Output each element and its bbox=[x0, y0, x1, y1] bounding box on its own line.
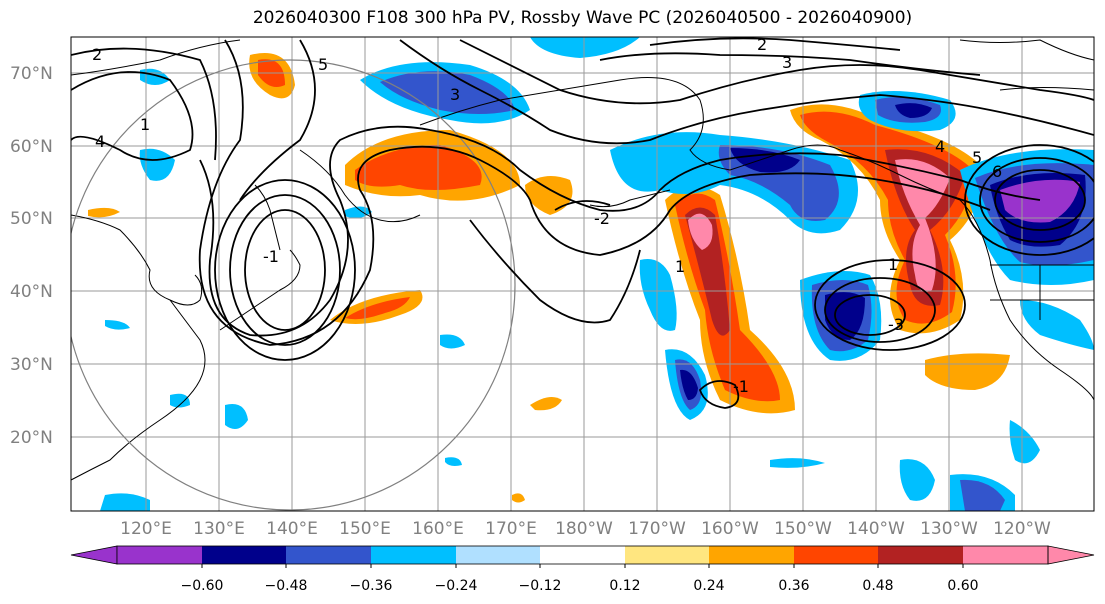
colorbar-swatch bbox=[878, 546, 963, 564]
contour-label: 5 bbox=[972, 148, 982, 167]
lon-label: 170°E bbox=[485, 519, 537, 539]
lon-label: 140°W bbox=[847, 519, 905, 539]
contour-label: 1 bbox=[140, 115, 150, 134]
contour-label: 6 bbox=[992, 162, 1002, 181]
contour-labels: 2 3 4 5 1 -1 2 3 4 5 6 1 -3 1 -1 -2 bbox=[92, 35, 1002, 396]
contour-label: 2 bbox=[92, 45, 102, 64]
lat-label: 40°N bbox=[10, 282, 53, 302]
colorbar-tick-label: −0.48 bbox=[265, 578, 308, 594]
lon-label: 160°E bbox=[412, 519, 464, 539]
lat-label: 50°N bbox=[10, 209, 53, 229]
colorbar-swatch bbox=[963, 546, 1048, 564]
map-frame bbox=[70, 36, 1095, 512]
contour-label: 3 bbox=[450, 85, 460, 104]
contour-label: 1 bbox=[888, 255, 898, 274]
contour-label: -3 bbox=[888, 315, 904, 334]
lat-label: 70°N bbox=[10, 64, 53, 84]
colorbar-swatch bbox=[625, 546, 709, 564]
colorbar-swatch bbox=[202, 546, 286, 564]
contour-label: 5 bbox=[318, 55, 328, 74]
colorbar-frame bbox=[116, 545, 1049, 565]
colorbar-swatch bbox=[709, 546, 794, 564]
colorbar-labels: −0.60 −0.48 −0.36 −0.24 −0.12 0.12 0.24 … bbox=[181, 578, 979, 594]
lon-label: 130°W bbox=[920, 519, 978, 539]
colorbar-extend-low bbox=[70, 545, 118, 565]
colorbar-tick-label: −0.12 bbox=[519, 578, 562, 594]
longitude-labels: 120°E 130°E 140°E 150°E 160°E 170°E 180°… bbox=[120, 519, 1051, 539]
contour-label: -2 bbox=[594, 209, 610, 228]
colorbar-swatch bbox=[286, 546, 371, 564]
colorbar-tick-label: −0.60 bbox=[181, 578, 224, 594]
lon-label: 140°E bbox=[266, 519, 318, 539]
lon-label: 120°E bbox=[120, 519, 172, 539]
contour-label: 1 bbox=[675, 257, 685, 276]
colorbar-tick-label: 0.48 bbox=[862, 578, 893, 594]
colorbar-swatch bbox=[540, 546, 625, 564]
lat-label: 20°N bbox=[10, 428, 53, 448]
lon-label: 170°W bbox=[628, 519, 686, 539]
lon-label: 180°W bbox=[555, 519, 613, 539]
colorbar-tick-label: 0.60 bbox=[947, 578, 978, 594]
colorbar-swatch bbox=[371, 546, 456, 564]
reference-circle bbox=[71, 59, 516, 511]
colorbar bbox=[70, 545, 1095, 568]
pv-contours bbox=[71, 37, 1094, 409]
contour-label: 4 bbox=[95, 132, 105, 151]
latitude-labels: 70°N 60°N 50°N 40°N 30°N 20°N bbox=[10, 64, 53, 448]
lon-label: 160°W bbox=[701, 519, 759, 539]
colorbar-tick-label: −0.24 bbox=[435, 578, 478, 594]
colorbar-tick-label: 0.36 bbox=[778, 578, 809, 594]
lat-label: 60°N bbox=[10, 137, 53, 157]
map-title: 2026040300 F108 300 hPa PV, Rossby Wave … bbox=[252, 8, 913, 28]
colorbar-tick-label: −0.36 bbox=[350, 578, 393, 594]
colorbar-swatch bbox=[117, 546, 202, 564]
pv-anomaly-positive bbox=[88, 53, 1010, 503]
lon-label: 150°E bbox=[339, 519, 391, 539]
colorbar-tick-label: 0.12 bbox=[609, 578, 640, 594]
lon-label: 150°W bbox=[774, 519, 832, 539]
contour-label: 3 bbox=[782, 53, 792, 72]
lon-label: 120°W bbox=[993, 519, 1051, 539]
colorbar-swatch bbox=[456, 546, 540, 564]
lat-label: 30°N bbox=[10, 355, 53, 375]
contour-label: -1 bbox=[733, 377, 749, 396]
colorbar-swatch bbox=[794, 546, 878, 564]
lon-label: 130°E bbox=[193, 519, 245, 539]
contour-label: 2 bbox=[757, 35, 767, 54]
graticule bbox=[71, 37, 1094, 511]
contour-label: 4 bbox=[935, 137, 945, 156]
coastlines bbox=[71, 39, 1094, 481]
colorbar-tick-label: 0.24 bbox=[693, 578, 724, 594]
colorbar-extend-high bbox=[1047, 545, 1095, 565]
contour-label: -1 bbox=[263, 247, 279, 266]
